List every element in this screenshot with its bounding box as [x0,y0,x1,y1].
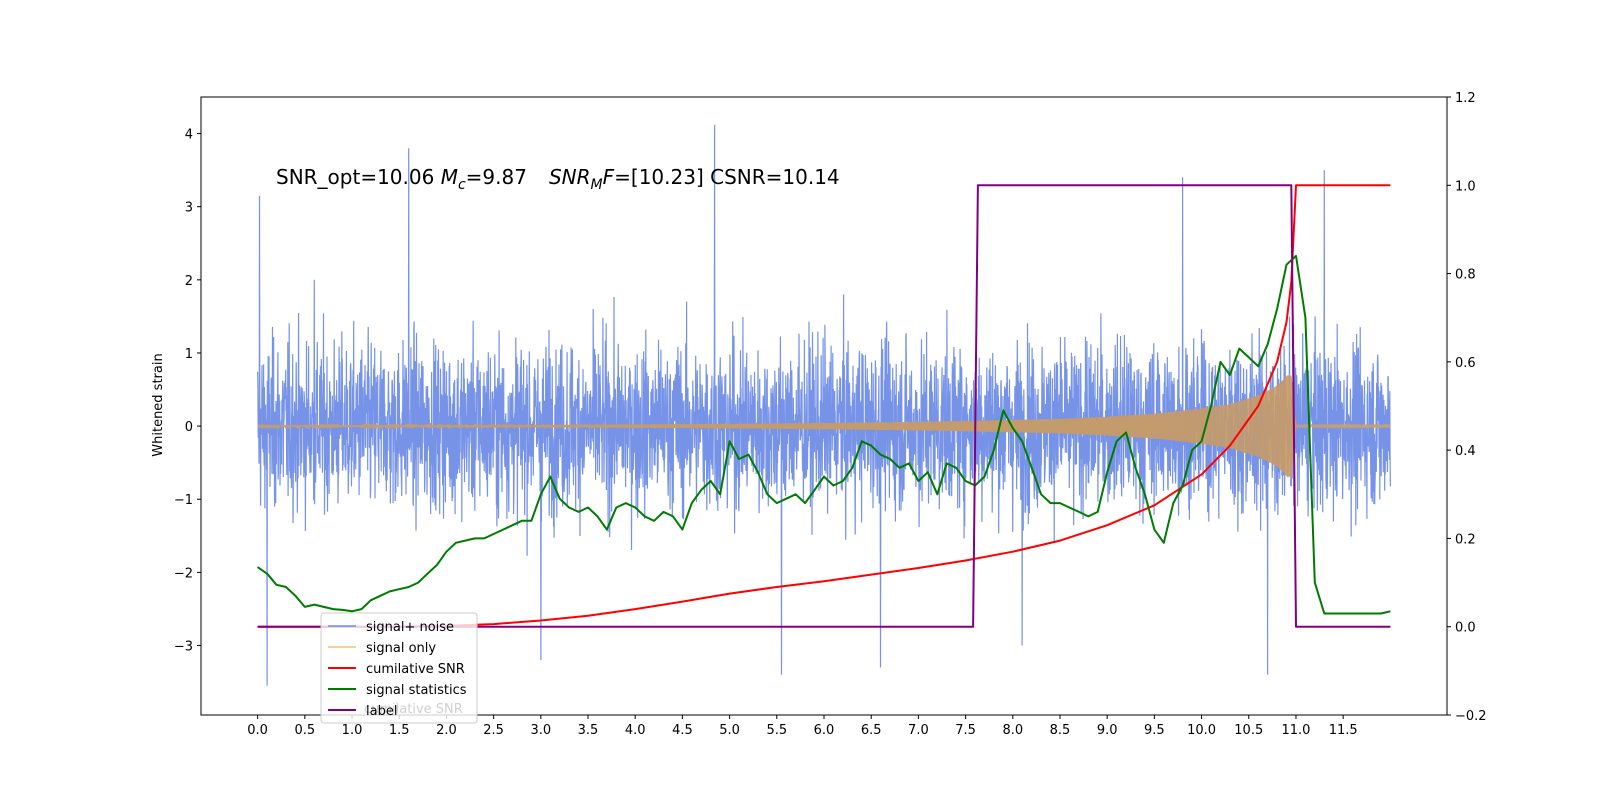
series-signal-noise [257,124,1391,686]
y-left-tick-label: −1 [174,493,193,508]
legend-label-cumilative-snr: cumilative SNR [366,662,465,677]
y-right-tick-label: −0.2 [1455,709,1487,724]
x-tick-label: 7.5 [955,723,976,738]
legend-label-label: label [366,704,397,719]
y-right-tick-label: 0.6 [1455,356,1476,371]
y-left-tick-label: 2 [185,274,193,289]
y-left-tick-label: −2 [174,566,193,581]
y-right-tick-label: 1.0 [1455,179,1476,194]
x-tick-label: 7.0 [908,723,929,738]
legend-label-signal-statistics: signal statistics [366,683,467,698]
legend-label-signal-noise: signal+ noise [366,620,454,635]
legend-label-signal-only: signal only [366,641,436,656]
legend: cumilative SNR signal+ noise signal only c… [320,612,478,724]
y-left-tick-label: 0 [185,420,193,435]
series-signal-statistics [257,254,1391,615]
series-cumulative-snr [257,184,1391,628]
title-mf-subscript: M [591,177,603,193]
title-mc-symbol: M [441,165,458,189]
y-right-tick-label: 0.2 [1455,532,1476,547]
x-tick-label: 9.0 [1097,723,1118,738]
series-signal-only-envelope [257,375,1297,477]
series-layer [257,124,1391,686]
x-tick-label: 11.0 [1281,723,1310,738]
title-mf-value: =[10.23] [614,165,704,189]
x-tick-label: 10.0 [1187,723,1216,738]
title-csnr: CSNR=10.14 [704,165,840,189]
y-right-tick-label: 0.0 [1455,621,1476,636]
x-tick-label: 0.0 [247,723,268,738]
x-tick-label: 3.5 [578,723,599,738]
title-snr-opt: SNR_opt=10.06 [276,165,441,189]
y-left-tick-label: 3 [185,201,193,216]
y-left-tick-label: 4 [185,128,193,143]
x-tick-label: 3.0 [530,723,551,738]
y-left-tick-label: −3 [174,640,193,655]
x-tick-label: 6.5 [861,723,882,738]
series-label [257,184,1391,628]
y-right-tick-label: 1.2 [1455,91,1476,106]
y-left-axis: −3 −2 −1 0 1 2 3 4 [174,128,201,655]
y-axis-label: Whitened strain [151,353,166,456]
x-tick-label: 1.5 [389,723,410,738]
x-tick-label: 8.5 [1050,723,1071,738]
y-right-tick-label: 0.8 [1455,268,1476,283]
chart-title: SNR_opt=10.06 Mc=9.87 SNRMF=[10.23] CSNR=… [276,165,840,193]
x-tick-label: 11.5 [1329,723,1358,738]
x-tick-label: 6.0 [814,723,835,738]
x-tick-label: 4.0 [625,723,646,738]
x-tick-label: 10.5 [1234,723,1263,738]
x-tick-label: 4.5 [672,723,693,738]
title-mc-subscript: c [458,177,466,193]
legend-box [320,612,478,724]
y-right-axis: −0.2 0.0 0.2 0.4 0.6 0.8 1.0 1.2 [1447,91,1487,724]
x-tick-label: 2.0 [436,723,457,738]
title-mc-value: =9.87 [466,165,527,189]
legend-ghost-text: cumilative SNR [364,702,463,717]
y-right-tick-label: 0.4 [1455,444,1476,459]
y-left-tick-label: 1 [185,347,193,362]
x-tick-label: 5.0 [719,723,740,738]
x-tick-label: 2.5 [483,723,504,738]
legend-entries: signal+ noise signal only cumilative SNR si… [328,620,467,719]
x-tick-label: 1.0 [342,723,363,738]
x-tick-label: 8.0 [1002,723,1023,738]
x-tick-label: 9.5 [1144,723,1165,738]
x-tick-label: 5.5 [766,723,787,738]
title-mf-f: F [603,165,615,189]
x-tick-label: 0.5 [294,723,315,738]
title-mf-symbol: SNR [549,165,591,189]
x-axis: 0.0 0.5 1.0 1.5 2.0 2.5 3.0 3.5 4.0 4.5 5.0 5.5 6.0 6… [247,715,1358,738]
